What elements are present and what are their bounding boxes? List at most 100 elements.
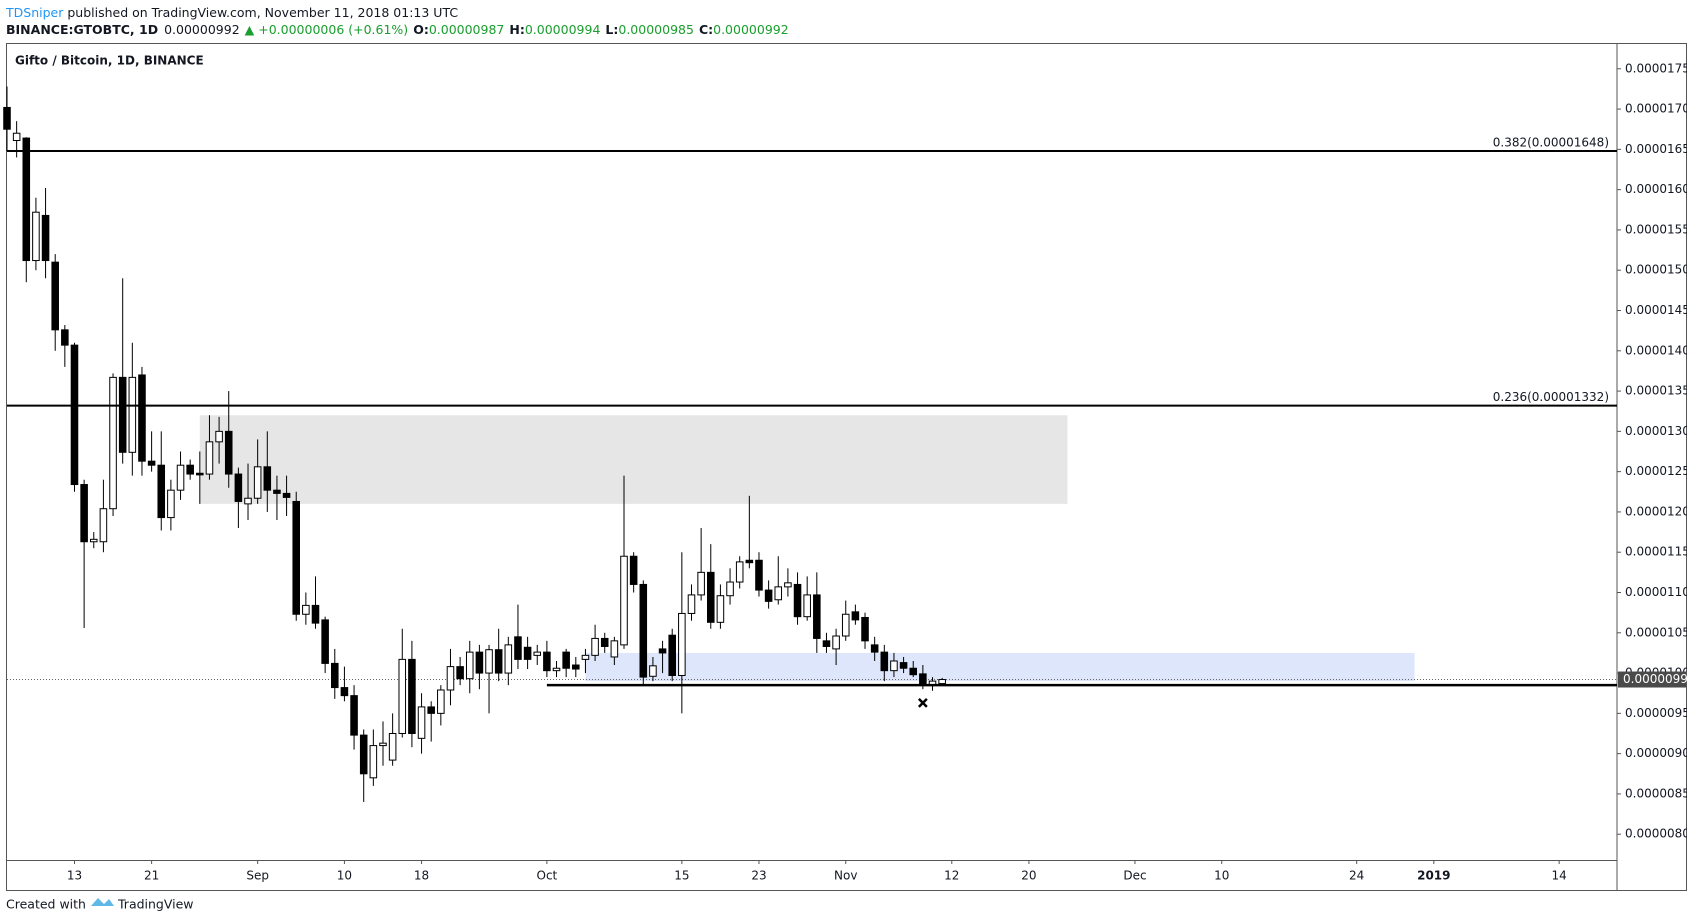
ohlc-value: 0.00000985 bbox=[618, 22, 694, 37]
candle-body bbox=[12, 132, 21, 141]
x-tick-label: 20 bbox=[1021, 869, 1036, 883]
x-tick-label: 18 bbox=[414, 869, 429, 883]
candle-body bbox=[244, 497, 252, 505]
candle-body bbox=[706, 571, 715, 623]
candle-body bbox=[851, 611, 860, 621]
candle-body bbox=[417, 706, 426, 739]
cross-mark bbox=[917, 698, 928, 708]
candle-body bbox=[813, 594, 821, 639]
chart-title: Gifto / Bitcoin, 1D, BINANCE bbox=[15, 54, 204, 68]
x-tick-label: 15 bbox=[674, 869, 689, 883]
candle-body bbox=[899, 662, 908, 669]
x-tick-label: 23 bbox=[751, 869, 766, 883]
footer-created: Created with bbox=[6, 897, 86, 912]
zone bbox=[199, 415, 1068, 504]
author[interactable]: TDSniper bbox=[5, 5, 64, 20]
candle-body bbox=[408, 658, 416, 735]
x-tick-label: 24 bbox=[1349, 869, 1364, 883]
candle-body bbox=[745, 559, 754, 564]
candle-body bbox=[263, 466, 272, 491]
candle-body bbox=[205, 441, 214, 475]
candle-body bbox=[591, 637, 599, 656]
candle-body bbox=[176, 464, 185, 491]
candle-body bbox=[196, 472, 204, 476]
candle-body bbox=[726, 581, 734, 597]
ohlc-key: L: bbox=[605, 22, 618, 37]
candle-body bbox=[649, 665, 657, 677]
candle-body bbox=[523, 646, 532, 660]
candle-body bbox=[832, 635, 840, 650]
x-tick-label: 14 bbox=[1552, 869, 1567, 883]
y-tick-label: 0.00001750 bbox=[1625, 61, 1687, 75]
x-tick-label: 10 bbox=[337, 869, 352, 883]
candle-body bbox=[109, 376, 117, 510]
candle-body bbox=[822, 640, 831, 647]
candle-body bbox=[138, 374, 146, 462]
candle-body bbox=[282, 492, 291, 498]
candle-body bbox=[224, 430, 233, 475]
candle-body bbox=[311, 604, 320, 624]
candle-body bbox=[302, 604, 310, 615]
candle-body bbox=[572, 664, 580, 670]
symbol: BINANCE:GTOBTC, 1D bbox=[6, 22, 158, 37]
candle-body bbox=[735, 561, 744, 583]
candle-body bbox=[167, 489, 175, 519]
header-line: TDSniper published on TradingView.com, No… bbox=[5, 5, 458, 20]
candle-body bbox=[485, 649, 493, 674]
candle-body bbox=[340, 687, 349, 697]
x-tick-label: Dec bbox=[1123, 869, 1146, 883]
ticker-line: BINANCE:GTOBTC, 1D 0.00000992 ▲ +0.0000000… bbox=[6, 22, 789, 37]
candle-body bbox=[456, 666, 464, 680]
candle-body bbox=[938, 679, 946, 685]
candle-body bbox=[784, 582, 792, 588]
candle-body bbox=[880, 651, 889, 672]
x-tick-label: 12 bbox=[944, 869, 959, 883]
candle-body bbox=[70, 344, 79, 486]
candle-body bbox=[273, 489, 281, 494]
candle-body bbox=[716, 595, 725, 623]
candle-body bbox=[504, 644, 513, 674]
candle-body bbox=[870, 644, 879, 653]
candle-body bbox=[80, 484, 88, 543]
candle-body bbox=[292, 500, 300, 615]
candle-body bbox=[475, 651, 484, 674]
candle-body bbox=[678, 612, 686, 676]
fib-label: 0.236(0.00001332) bbox=[1493, 390, 1609, 404]
candle-body bbox=[118, 376, 127, 453]
candle-body bbox=[398, 658, 407, 735]
candle-body bbox=[841, 613, 850, 637]
candle-body bbox=[234, 473, 243, 502]
candle-body bbox=[369, 745, 378, 779]
candle-body bbox=[774, 586, 783, 601]
candle-body bbox=[861, 616, 869, 642]
candle-body bbox=[22, 137, 31, 262]
footer-brand[interactable]: TradingView bbox=[117, 897, 194, 912]
candle-body bbox=[99, 508, 108, 543]
ohlc-value: 0.00000994 bbox=[525, 22, 601, 37]
ohlc-value: 0.00000987 bbox=[429, 22, 505, 37]
ohlc-value: 0.00000992 bbox=[713, 22, 789, 37]
ohlc-key: O: bbox=[413, 22, 429, 37]
candle-body bbox=[668, 634, 676, 676]
x-tick-label: 10 bbox=[1214, 869, 1229, 883]
price-marker bbox=[1618, 671, 1686, 688]
price: 0.00000992 bbox=[164, 22, 240, 37]
candle-body bbox=[388, 733, 397, 761]
candle-body bbox=[215, 430, 223, 443]
candle-body bbox=[3, 106, 11, 130]
candle-body bbox=[379, 742, 387, 747]
price-marker-label: 0.00000992 bbox=[1623, 672, 1687, 686]
brand-logo bbox=[91, 898, 114, 906]
